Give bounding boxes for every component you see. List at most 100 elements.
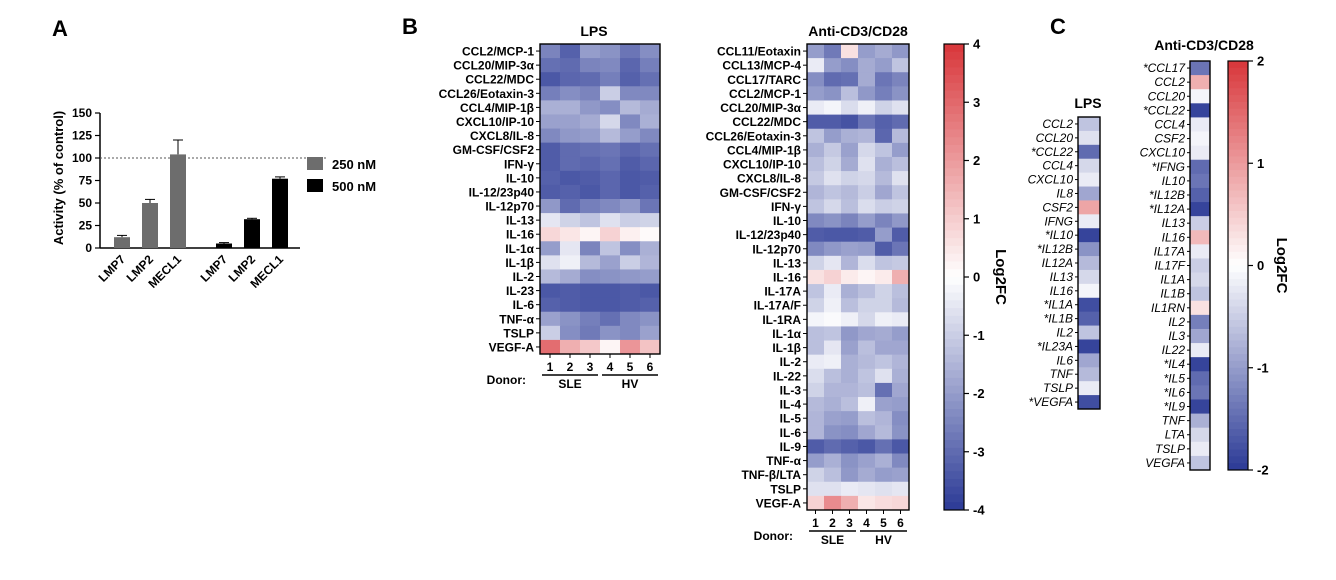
heatmap-cell: [875, 72, 893, 87]
heatmap-cell: [841, 382, 859, 398]
column-label: 4: [607, 360, 614, 374]
heatmap-cell: [640, 297, 661, 313]
row-label: TNF: [1050, 367, 1074, 381]
row-label: IL-1β: [505, 256, 534, 270]
colorbar-segment: [944, 370, 964, 379]
row-label: IL2: [1168, 315, 1185, 329]
heatmap-cell: [540, 269, 561, 284]
row-label: IL22: [1162, 343, 1186, 357]
row-label: IL13: [1050, 270, 1074, 284]
heatmap-cell: [1078, 311, 1100, 326]
heatmap-cell: [1190, 103, 1210, 118]
colorbar-segment: [944, 90, 964, 99]
heatmap-cell: [841, 156, 859, 172]
heatmap-cell: [875, 44, 893, 59]
heatmap-cell: [1078, 353, 1100, 368]
row-label: *IL23A: [1037, 339, 1073, 353]
heatmap-cell: [807, 44, 825, 59]
colorbar-segment: [944, 253, 964, 262]
heatmap-cell: [824, 213, 842, 228]
heatmap-cell: [858, 142, 876, 158]
heatmap-cell: [858, 227, 876, 243]
colorbar-segment: [1228, 340, 1248, 348]
heatmap-cell: [807, 86, 825, 101]
heatmap-cell: [858, 411, 876, 426]
colorbar-segment: [944, 424, 964, 433]
heatmap-cell: [1190, 202, 1210, 217]
colorbar-segment: [944, 82, 964, 92]
heatmap-cell: [620, 339, 641, 355]
heatmap-cell: [600, 86, 621, 101]
colorbar-segment: [1228, 320, 1248, 328]
heatmap-cell: [600, 227, 621, 242]
row-label: IL10: [1162, 174, 1186, 188]
heatmap-cell: [600, 114, 621, 129]
heatmap-cell: [807, 171, 825, 186]
heatmap-cell: [807, 368, 825, 384]
colorbar-segment: [1228, 265, 1248, 273]
heatmap-cell: [875, 269, 893, 285]
row-label: CCL4/MIP-1β: [727, 143, 801, 157]
colorbar-segment: [1228, 67, 1248, 76]
row-label: CXCL8/IL-8: [470, 129, 534, 143]
colorbar-segment: [1228, 292, 1248, 301]
heatmap-cell: [841, 354, 859, 370]
heatmap-cell: [1078, 269, 1100, 285]
column-label: 1: [812, 516, 819, 530]
row-label: IL-17A/F: [754, 299, 801, 313]
colorbar-tick-label: -4: [973, 503, 985, 518]
colorbar-segment: [944, 121, 964, 130]
colorbar-segment: [944, 292, 964, 301]
row-label: IL-4: [780, 398, 802, 412]
row-label: IL-6: [780, 426, 802, 440]
colorbar-segment: [944, 176, 964, 185]
colorbar-label: Log2FC: [1273, 238, 1290, 294]
heatmap-cell: [807, 495, 825, 511]
panel-label-a: A: [52, 16, 68, 41]
colorbar-segment: [944, 75, 964, 84]
colorbar-segment: [944, 59, 964, 68]
heatmap-cell: [824, 284, 842, 299]
row-label: IL-2: [513, 270, 535, 284]
heatmap-cell: [858, 100, 876, 116]
heatmap-cell: [824, 227, 842, 243]
heatmap-cell: [1190, 357, 1210, 372]
heatmap-cell: [620, 325, 641, 341]
colorbar-segment: [1228, 74, 1248, 82]
heatmap-cell: [807, 142, 825, 158]
colorbar-segment: [944, 401, 964, 410]
row-label: IL17A: [1154, 244, 1185, 258]
heatmap-cell: [807, 100, 825, 116]
heatmap-cell: [892, 481, 910, 497]
heatmap-cell: [640, 255, 661, 270]
bar: [114, 237, 130, 248]
heatmap-cell: [875, 171, 893, 186]
row-label: IL-12p70: [752, 242, 801, 256]
heatmap-b-lps-title: LPS: [580, 23, 607, 39]
heatmap-cell: [841, 114, 859, 130]
row-label: CCL26/Eotaxin-3: [439, 87, 535, 101]
row-label: *IL1A: [1044, 298, 1073, 312]
heatmap-cell: [620, 100, 641, 115]
colorbar-segment: [1228, 347, 1248, 355]
column-label: 2: [829, 516, 836, 530]
heatmap-cell: [875, 227, 893, 243]
colorbar-tick-label: -1: [1257, 360, 1269, 375]
heatmap-cell: [1190, 258, 1210, 273]
colorbar-segment: [1228, 456, 1248, 464]
heatmap-cell: [1190, 89, 1210, 104]
row-label: CSF2: [1042, 200, 1073, 214]
heatmap-cell: [560, 213, 581, 228]
colorbar-segment: [1228, 285, 1248, 294]
heatmap-cell: [1078, 395, 1100, 410]
heatmap-cell: [824, 467, 842, 483]
heatmap-cell: [807, 397, 825, 412]
heatmap-cell: [824, 171, 842, 186]
colorbar-segment: [1228, 463, 1248, 471]
row-label: *IL12B: [1149, 188, 1185, 202]
colorbar-segment: [944, 269, 964, 278]
heatmap-cell: [540, 227, 561, 242]
heatmap-cell: [824, 255, 842, 271]
row-label: IL-16: [506, 228, 534, 242]
heatmap-cell: [841, 128, 859, 144]
